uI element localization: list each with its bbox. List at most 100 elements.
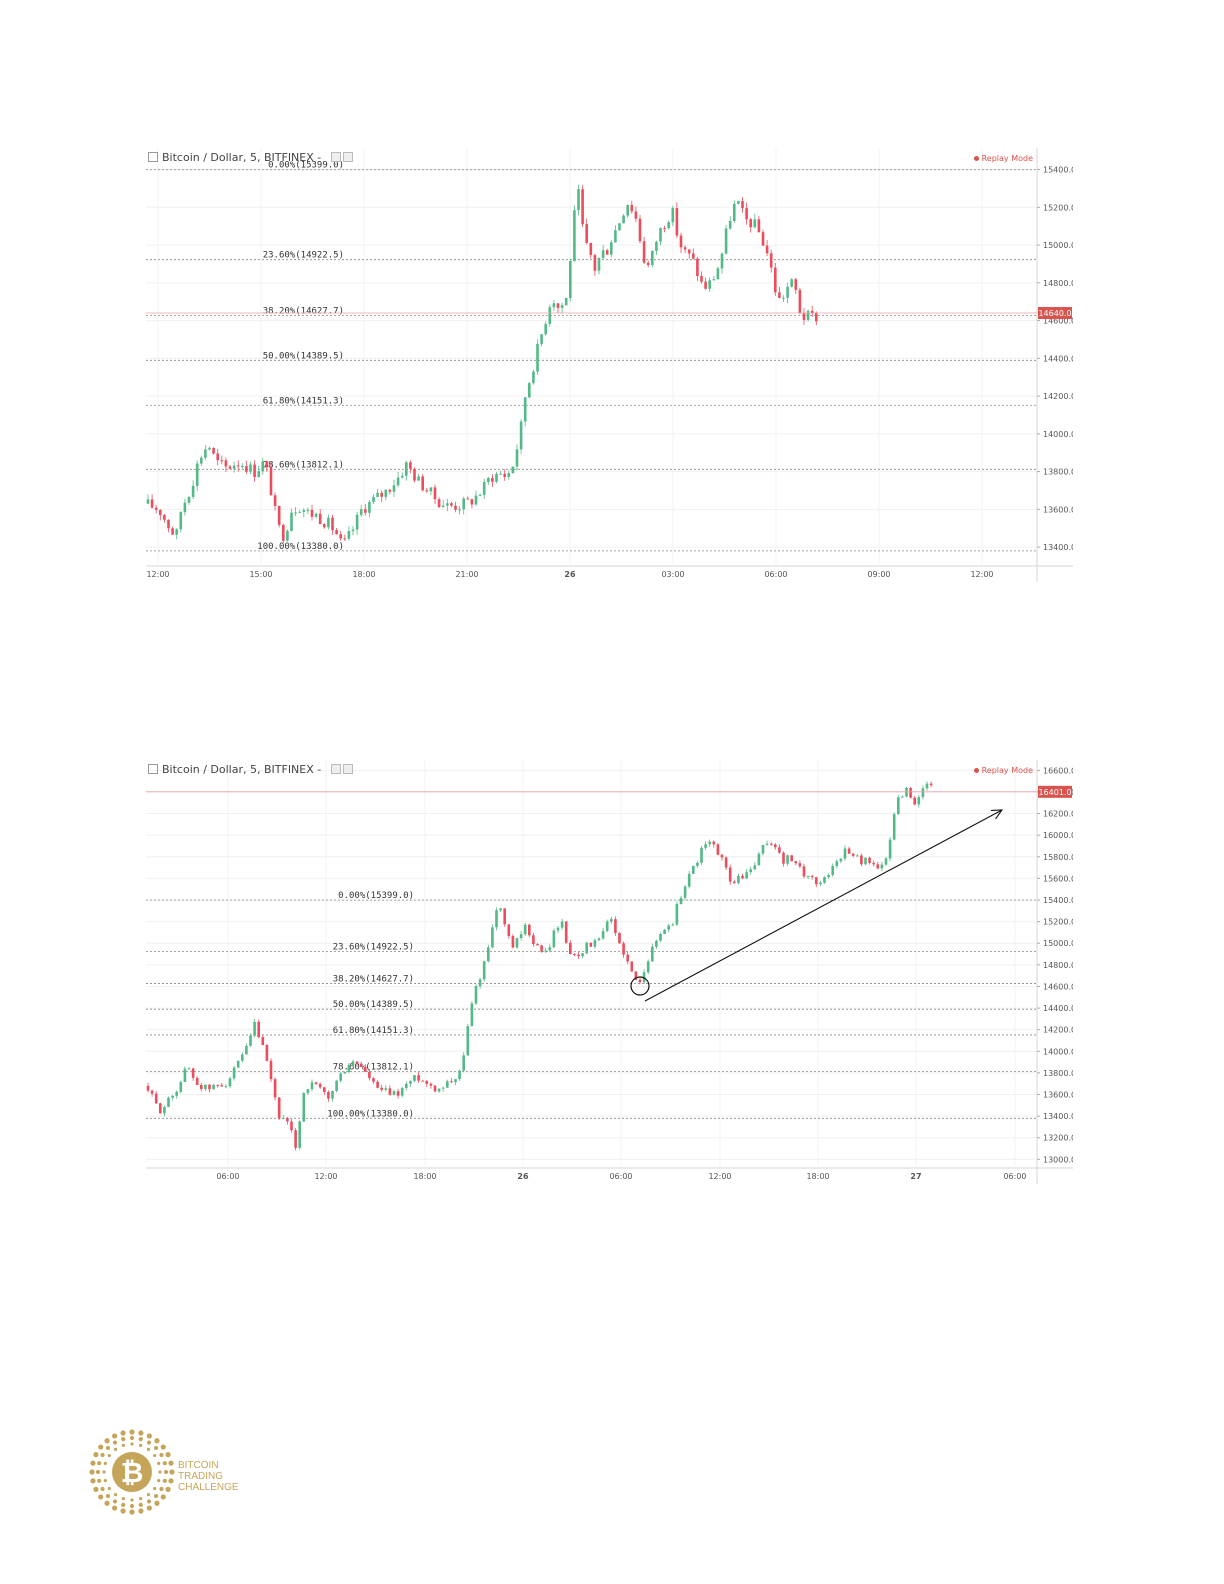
logo-dot [112,1505,118,1511]
candle-body [569,942,572,955]
candle-body [544,323,547,335]
candle-body [532,935,535,944]
y-tick-label: 15000.0 [1043,939,1073,948]
settings-icon[interactable] [342,152,353,162]
candle-body [909,788,912,798]
candle-body [409,1080,412,1084]
logo-dot [154,1500,160,1506]
candle-body [413,468,416,481]
candle-body [810,310,814,314]
candle-body [204,1084,207,1090]
candle-body [191,485,195,498]
candle-body [597,938,601,941]
candle-body [593,940,597,947]
dropdown-dash[interactable]: - [317,151,322,164]
candle-body [626,954,629,962]
candle-body [573,210,576,262]
candle-body [470,1003,474,1027]
candle-body [376,492,379,497]
candle-body [847,848,851,854]
logo-dot [160,1494,166,1500]
candle-body [671,924,675,926]
candlestick-chart-1[interactable]: 15400.0 15200.0 15000.0 14800.0 14600.0 14400… [146,148,1073,582]
logo-dot [112,1499,118,1504]
candle-body [638,979,642,983]
chart-title-2: Bitcoin / Dollar, 5, BITFINEX [162,763,314,776]
candle-body [622,215,625,224]
eye-icon[interactable] [330,764,341,774]
candle-body [872,862,875,865]
symbol-menu-icon[interactable] [148,152,158,162]
candle-body [753,219,757,228]
y-tick-label: 14800.0 [1043,961,1073,970]
candle-body [425,1080,429,1084]
eye-icon[interactable] [330,152,341,162]
candle-body [154,507,158,510]
candle-body [323,524,326,528]
candle-body [646,961,650,973]
candle-body [388,1088,392,1095]
candle-body [220,1085,224,1087]
y-tick-label: 16000.0 [1043,831,1073,840]
candle-body [622,943,625,955]
candle-body [167,519,170,529]
logo-dot [112,1440,118,1445]
candle-body [204,449,207,458]
dropdown-dash[interactable]: - [317,763,322,776]
candle-body [728,220,732,229]
candle-body [327,517,330,528]
logo-dot [100,1452,105,1458]
logo-dot [138,1502,143,1507]
logo-dot [107,1453,111,1458]
candle-body [511,936,515,948]
fib-level-label: 38.20%(14627.7) [263,306,344,316]
candle-body [482,961,486,980]
candle-body [655,241,658,251]
logo-dot [103,1479,107,1483]
candle-body [544,950,547,952]
y-tick-label: 13200.0 [1043,1134,1073,1143]
candle-body [888,839,892,859]
candle-body [224,1086,228,1088]
candle-body [318,513,322,525]
symbol-menu-icon[interactable] [148,764,158,774]
candle-body [310,1082,314,1090]
candle-body [876,864,880,869]
candle-body [372,1078,375,1082]
candle-body [548,947,552,951]
candle-body [495,473,498,482]
candle-body [646,262,650,265]
candle-body [482,481,486,495]
candle-body [556,303,560,308]
logo-dot [169,1469,175,1475]
candle-body [897,797,900,815]
candle-body [396,1091,400,1096]
logo-dot [146,1499,152,1504]
candle-body [417,476,420,481]
candle-body [687,873,691,887]
candle-body [261,461,265,472]
candle-body [552,930,556,948]
candle-body [306,1089,310,1094]
logo-dot [139,1497,143,1501]
logo-dot [162,1461,167,1466]
bitcoin-symbol-icon: ₿ [121,1456,144,1489]
candle-body [273,495,277,507]
candlestick-chart-2[interactable]: 16600.016400.016200.016000.015800.015600… [146,760,1073,1184]
candle-body [298,1121,301,1148]
candle-body [462,1055,465,1071]
candle-body [765,245,769,254]
candle-body [413,1075,416,1081]
candle-body [511,466,515,474]
candle-body [437,499,441,508]
candle-body [364,1066,367,1072]
logo-dot [157,1461,161,1465]
candle-body [843,848,847,859]
logo-dot [146,1440,152,1445]
candle-body [728,867,732,882]
candle-body [306,509,310,511]
candle-body [195,463,199,486]
logo-dot [97,1461,102,1466]
x-tick-label: 09:00 [867,570,890,579]
settings-icon[interactable] [342,764,353,774]
